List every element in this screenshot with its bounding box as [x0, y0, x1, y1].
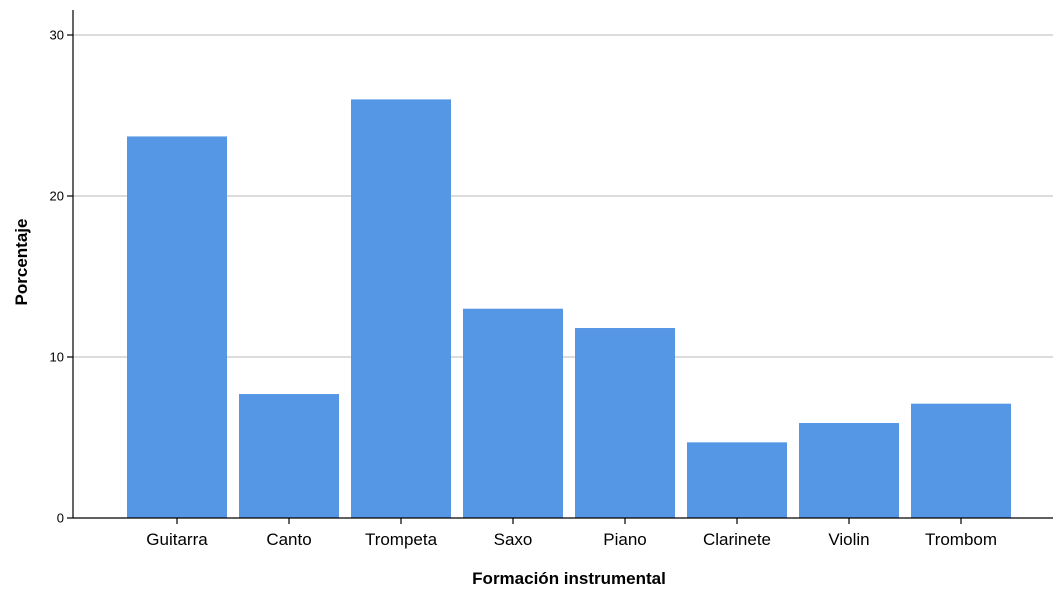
bar-trompeta [351, 99, 451, 519]
y-tick-label: 20 [50, 189, 64, 204]
x-tick-label: Canto [266, 530, 311, 549]
x-tick-label: Piano [603, 530, 646, 549]
bar-clarinete [687, 442, 787, 518]
bar-trombom [911, 403, 1011, 518]
x-axis-title: Formación instrumental [472, 569, 666, 588]
x-tick-label: Clarinete [703, 530, 771, 549]
x-tick-label: Guitarra [146, 530, 208, 549]
bar-guitarra [127, 136, 227, 518]
bar-piano [575, 328, 675, 518]
x-tick-labels: Guitarra Canto Trompeta Saxo Piano Clarinete V… [146, 518, 997, 549]
y-tick-label: 30 [50, 28, 64, 43]
y-axis-title: Porcentaje [12, 219, 31, 306]
y-tick-labels: 0 10 20 30 [50, 28, 73, 526]
x-tick-label: Saxo [494, 530, 533, 549]
y-tick-label: 0 [57, 511, 64, 526]
y-tick-label: 10 [50, 350, 64, 365]
bar-canto [239, 394, 339, 518]
x-tick-label: Trompeta [365, 530, 438, 549]
bar-violin [799, 423, 899, 518]
bar-saxo [463, 308, 563, 518]
bars [127, 99, 1011, 519]
x-tick-label: Trombom [925, 530, 997, 549]
x-tick-label: Violin [828, 530, 869, 549]
